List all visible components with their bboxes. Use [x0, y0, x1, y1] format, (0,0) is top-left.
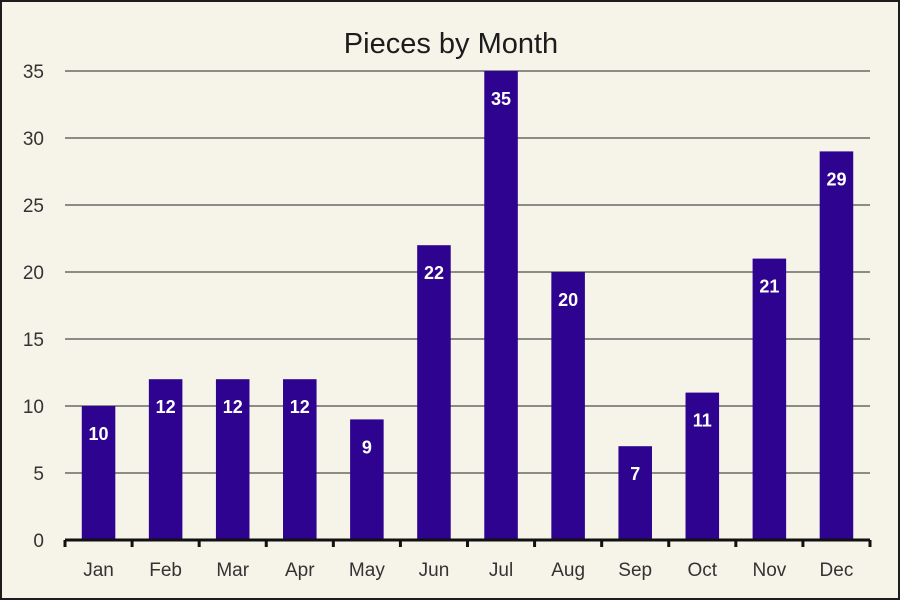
bar — [685, 392, 720, 540]
y-tick-label: 25 — [23, 196, 44, 217]
x-tick-label: Apr — [285, 560, 315, 581]
x-tick-label: Feb — [149, 560, 182, 581]
bar — [618, 446, 652, 540]
data-label: 12 — [156, 397, 176, 417]
x-tick-label: Sep — [618, 560, 652, 581]
data-label: 35 — [491, 89, 511, 109]
x-tick-label: Jan — [83, 560, 114, 581]
bar — [350, 419, 384, 540]
x-axis — [63, 538, 872, 547]
chart-title: Pieces by Month — [344, 28, 558, 60]
data-label: 9 — [362, 437, 372, 457]
y-tick-label: 15 — [23, 330, 44, 351]
y-tick-label: 35 — [23, 62, 44, 83]
x-tick-label: Mar — [216, 560, 249, 581]
data-labels: 10 12 12 12 9 22 35 20 7 11 21 29 — [89, 89, 847, 484]
bar — [819, 151, 854, 540]
data-label: 10 — [89, 424, 109, 444]
y-tick-label: 20 — [23, 263, 44, 284]
bar — [148, 379, 183, 540]
data-label: 21 — [759, 277, 779, 297]
x-tick-label: Oct — [688, 560, 718, 581]
data-label: 7 — [630, 464, 640, 484]
data-label: 20 — [558, 290, 578, 310]
data-label: 22 — [424, 263, 444, 283]
x-tick-label: Dec — [820, 560, 854, 581]
y-tick-label: 30 — [23, 129, 44, 150]
y-tick-label: 5 — [33, 464, 44, 485]
x-tick-label: Aug — [551, 560, 585, 581]
data-label: 11 — [693, 411, 712, 431]
data-label: 12 — [223, 397, 243, 417]
x-tick-label: Nov — [752, 560, 786, 581]
bar — [283, 379, 317, 540]
y-tick-label: 0 — [33, 531, 44, 552]
x-tick-label: May — [349, 560, 385, 581]
gridlines — [65, 70, 870, 474]
x-tick-label: Jul — [489, 560, 513, 581]
x-tick-label: Jun — [419, 560, 450, 581]
data-label: 12 — [290, 397, 310, 417]
bar — [551, 272, 585, 540]
bars — [81, 71, 854, 540]
y-axis-tick-labels: 0 5 10 15 20 25 30 35 — [23, 62, 44, 552]
data-label: 29 — [826, 169, 846, 189]
x-axis-tick-labels: Jan Feb Mar Apr May Jun Jul Aug Sep Oct Nov Dec — [83, 560, 853, 581]
bar — [215, 379, 250, 540]
bar — [752, 258, 787, 540]
bar — [417, 245, 451, 540]
bar — [484, 71, 518, 540]
bar — [81, 406, 116, 540]
y-tick-label: 10 — [23, 397, 44, 418]
